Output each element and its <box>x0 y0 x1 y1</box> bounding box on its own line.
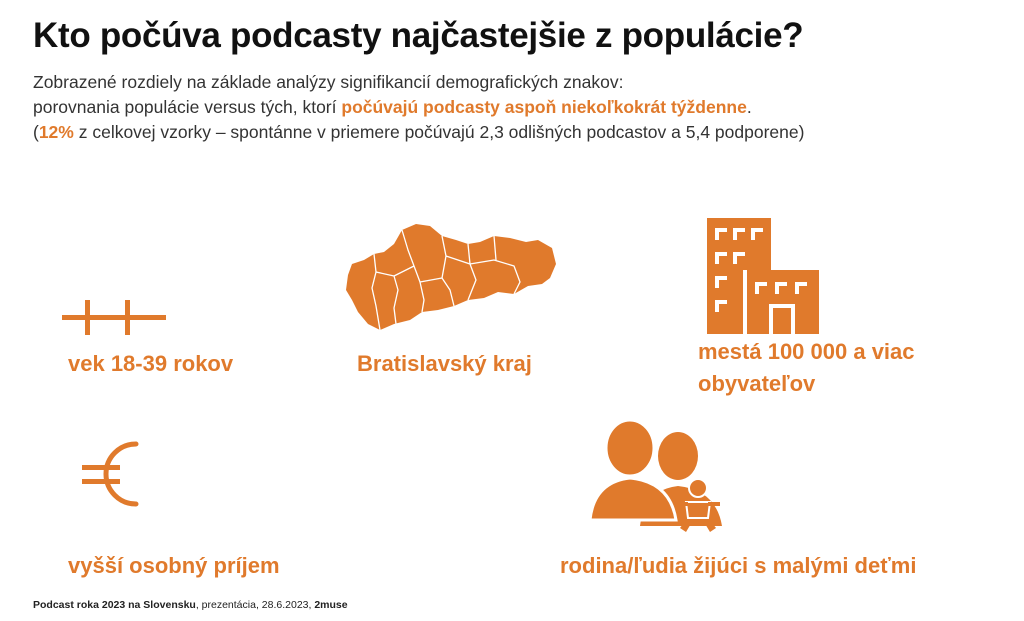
footer-source: Podcast roka 2023 na Slovensku, prezentá… <box>33 599 348 611</box>
age-range-icon <box>62 300 166 335</box>
euro-icon <box>82 441 139 507</box>
subtitle-line-3: (12% z celkovej vzorky – spontánne v pri… <box>33 122 805 142</box>
page-title: Kto počúva podcasty najčastejšie z popul… <box>33 16 804 55</box>
city-label-line-1: mestá 100 000 a viac <box>698 339 915 364</box>
slovakia-map-icon <box>346 224 556 331</box>
subtitle: Zobrazené rozdiely na základe analýzy si… <box>33 70 1003 145</box>
subtitle-line-2: porovnania populácie versus tých, ktorí … <box>33 97 752 117</box>
subtitle-highlight: počúvajú podcasty aspoň niekoľkokrát týž… <box>341 97 747 117</box>
family-icon <box>590 418 722 532</box>
age-label: vek 18-39 rokov <box>68 351 234 376</box>
buildings-icon <box>707 218 819 334</box>
sample-share: 12% <box>38 122 74 142</box>
income-label: vyšší osobný príjem <box>68 553 280 578</box>
city-label-line-2: obyvateľov <box>698 371 816 396</box>
city-label: mestá 100 000 a viac obyvateľov <box>698 336 915 400</box>
region-label: Bratislavský kraj <box>357 351 532 376</box>
family-label: rodina/ľudia žijúci s malými deťmi <box>560 553 917 578</box>
subtitle-line-1: Zobrazené rozdiely na základe analýzy si… <box>33 72 624 92</box>
